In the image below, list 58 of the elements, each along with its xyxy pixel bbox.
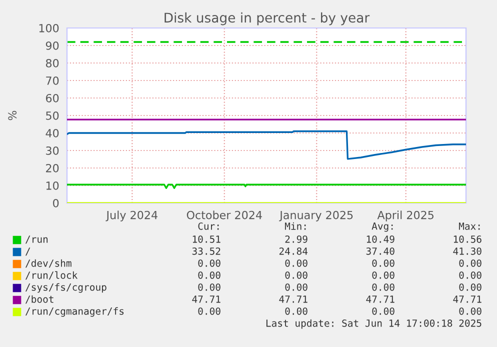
text: 41.30 bbox=[453, 247, 482, 255]
y-tick-label: 60 bbox=[46, 94, 59, 102]
text: Cur: bbox=[198, 222, 219, 230]
text: 47.71 bbox=[366, 296, 394, 303]
text: 0.00 bbox=[459, 259, 482, 267]
x-tick-label: October 2024 bbox=[186, 210, 262, 220]
text: 10.51 bbox=[192, 235, 220, 243]
text: 0.00 bbox=[285, 283, 308, 291]
y-tick-label: 70 bbox=[46, 76, 59, 85]
text: 24.84 bbox=[279, 247, 308, 255]
y-tick-label: 80 bbox=[46, 58, 59, 68]
legend-label: /run/lock bbox=[25, 271, 78, 280]
y-tick-label: 0 bbox=[53, 198, 59, 208]
y-axis-title: % bbox=[8, 110, 17, 120]
y-tick-label: 90 bbox=[46, 41, 59, 50]
legend-label: /boot bbox=[25, 295, 54, 304]
text: 0.00 bbox=[198, 271, 220, 279]
text: 0.00 bbox=[459, 283, 482, 291]
text: Last update: Sat Jun 14 17:00:18 2025 bbox=[266, 319, 482, 329]
y-tick-label: 10 bbox=[46, 181, 59, 190]
text: 0.00 bbox=[285, 307, 308, 315]
legend-label: /dev/shm bbox=[25, 259, 72, 268]
y-tick-label: 40 bbox=[46, 128, 59, 138]
text: 0.00 bbox=[198, 283, 220, 291]
text: 47.71 bbox=[453, 296, 482, 303]
text: 33.52 bbox=[192, 247, 220, 255]
text: 10.49 bbox=[366, 235, 394, 243]
text: Min: bbox=[284, 222, 306, 230]
y-tick-label: 100 bbox=[39, 24, 59, 32]
text: 10.56 bbox=[454, 235, 482, 243]
y-tick-label: 50 bbox=[46, 111, 59, 120]
text: 47.71 bbox=[192, 296, 220, 303]
text: 0.00 bbox=[285, 259, 308, 267]
text: 0.00 bbox=[285, 271, 308, 279]
x-tick-label: July 2024 bbox=[106, 210, 158, 222]
text: 0.00 bbox=[459, 271, 482, 279]
text: 0.00 bbox=[198, 307, 220, 315]
text: 0.00 bbox=[372, 307, 394, 315]
text: Avg: bbox=[372, 222, 393, 232]
text: Max: bbox=[458, 222, 480, 230]
text: 0.00 bbox=[372, 283, 394, 291]
text: 0.00 bbox=[372, 271, 394, 279]
text: 37.40 bbox=[366, 247, 394, 255]
text: 47.71 bbox=[279, 296, 308, 303]
text: 0.00 bbox=[459, 307, 482, 315]
legend-label: /sys/fs/cgroup bbox=[25, 283, 106, 293]
legend-label: /run/cgmanager/fs bbox=[25, 307, 124, 317]
text: 2.99 bbox=[285, 235, 308, 243]
line-series bbox=[67, 130, 466, 160]
legend-label: /run bbox=[25, 236, 48, 244]
y-tick-label: 30 bbox=[46, 146, 59, 155]
x-tick-label: April 2025 bbox=[377, 210, 434, 222]
legend-label: / bbox=[25, 248, 30, 256]
text: 0.00 bbox=[198, 259, 220, 267]
chart-title: Disk usage in percent - by year bbox=[164, 12, 370, 26]
y-tick-label: 20 bbox=[46, 164, 59, 172]
text: 0.00 bbox=[372, 259, 394, 267]
x-tick-label: January 2025 bbox=[279, 210, 353, 222]
